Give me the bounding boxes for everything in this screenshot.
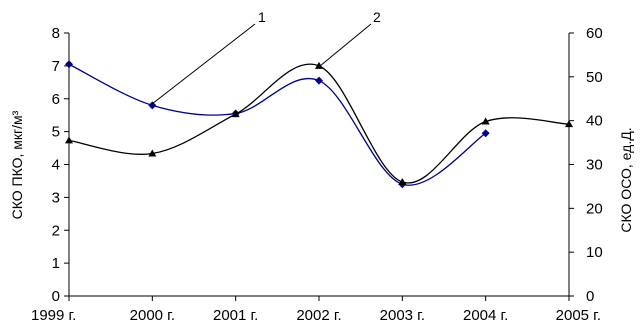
y-tick-label-left: 5 [52,124,60,141]
y-tick-label-right: 10 [586,244,603,261]
x-tick-label: 2000 г. [130,307,175,324]
y-axis-right-title: СКО ОСО, ед.Д. [618,127,634,232]
x-tick-label: 2002 г. [296,307,341,324]
series-1-callout-line [151,23,256,105]
series-2-point [315,61,323,69]
y-axis-left-title: СКО ПКО, мкг/м³ [9,110,25,219]
series-2-point [231,110,240,118]
y-tick-label-right: 20 [586,200,603,217]
y-tick-label-right: 0 [586,288,594,305]
y-tick-label-right: 50 [586,69,603,86]
y-tick-label-right: 40 [586,113,603,130]
y-tick-label-right: 60 [586,25,603,42]
y-tick-label-left: 4 [52,157,60,174]
x-tick-label: 2005 г. [556,307,601,324]
y-tick-label-left: 0 [52,288,60,305]
y-tick-label-left: 2 [52,222,60,239]
y-tick-label-left: 7 [52,58,60,75]
series-layer [65,60,573,189]
x-tick-label: 2001 г. [213,307,258,324]
x-tick-label: 2004 г. [463,307,508,324]
axes: 0 1 2 3 4 5 6 7 8 0 10 20 30 40 50 60 1999 г. 2000 г. 2001… [31,25,603,324]
series-2-point [398,178,407,186]
series-2-callout-label: 2 [373,9,381,25]
y-tick-label-left: 8 [52,25,60,42]
y-tick-label-left: 1 [52,255,60,272]
y-tick-label-left: 6 [52,91,60,108]
series-2-callout-line [319,23,372,67]
series-2-point [565,120,573,128]
series-2-point [481,117,490,125]
x-tick-label: 1999 г. [31,307,76,324]
y-tick-label-left: 3 [52,189,60,206]
series-1-callout-label: 1 [258,9,266,25]
series-2-point [65,136,73,144]
series-2-point [148,149,157,157]
x-tick-label: 2003 г. [380,307,425,324]
y-tick-label-right: 30 [586,157,603,174]
series-1-point [148,101,157,110]
series-1-point [481,129,490,138]
series-1-line [68,63,487,186]
series-1-point [315,76,323,85]
series-1-point [65,60,73,69]
